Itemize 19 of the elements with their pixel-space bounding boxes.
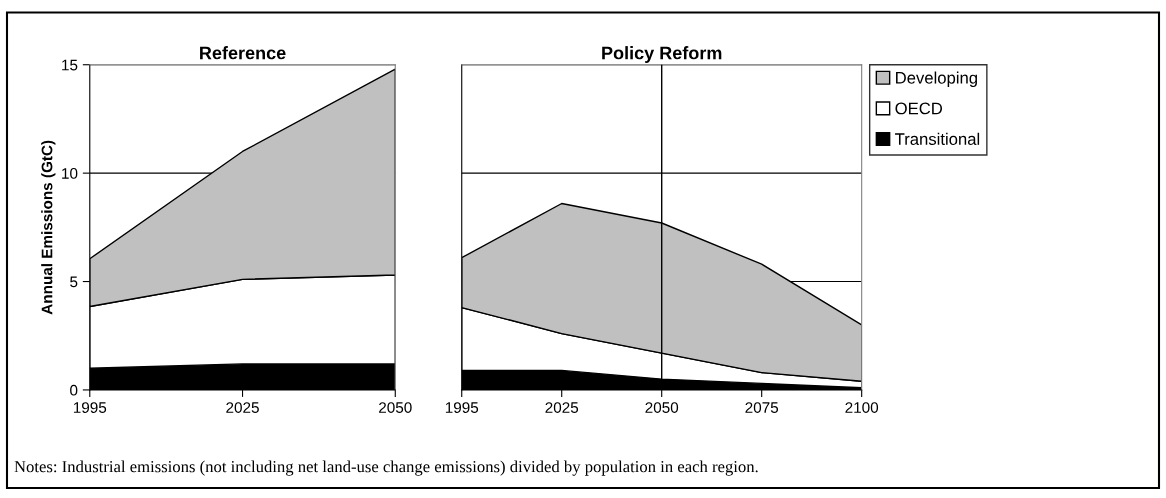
x-tick-label: 2100 <box>845 402 879 413</box>
y-tick-label: 15 <box>62 59 78 71</box>
x-tick-label: 2025 <box>226 402 259 413</box>
chart-title: Policy Reform <box>602 46 722 63</box>
legend-label: OECD <box>895 102 943 115</box>
x-tick-label: 2050 <box>645 402 679 413</box>
x-tick-label: 1995 <box>73 402 107 413</box>
y-axis-title: Annual Emissions (GtC) <box>41 140 56 315</box>
x-tick-label: 2075 <box>745 402 779 413</box>
chart-title: Reference <box>200 46 286 60</box>
x-tick-label: 2025 <box>545 402 579 413</box>
x-tick-label: 1995 <box>445 402 479 413</box>
x-tick-label: 2050 <box>379 402 412 413</box>
legend-label: Transitional <box>895 132 980 145</box>
y-tick-label: 5 <box>70 276 78 288</box>
y-tick-label: 0 <box>70 384 78 396</box>
text: Notes: Industrial emissions (not including net land-use change emissions) divided by population in each region. <box>14 460 758 476</box>
legend-label: Developing <box>896 71 977 88</box>
y-tick-label: 10 <box>62 168 78 179</box>
